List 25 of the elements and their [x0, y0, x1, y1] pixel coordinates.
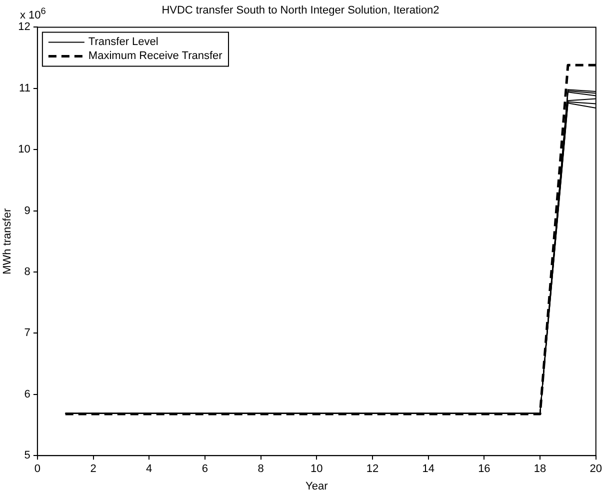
x-tick-label: 12 — [366, 463, 379, 476]
x-tick-label: 20 — [590, 463, 602, 476]
legend-label: Transfer Level — [88, 36, 158, 48]
y-tick-label: 7 — [24, 327, 30, 340]
y-axis-title: MWh transfer — [2, 208, 14, 274]
y-tick-label: 10 — [18, 144, 30, 156]
x-tick-label: 18 — [534, 463, 546, 476]
x-tick-label: 4 — [146, 463, 152, 476]
legend-label: Maximum Receive Transfer — [88, 50, 223, 62]
x-tick-label: 0 — [34, 463, 40, 476]
x-tick-label: 10 — [310, 463, 323, 476]
y-tick-label: 9 — [24, 204, 30, 217]
x-tick-label: 8 — [258, 463, 264, 476]
chart-title: HVDC transfer South to North Integer Solution, Iteration2 — [162, 4, 440, 17]
x-tick-label: 14 — [422, 463, 434, 476]
y-tick-label: 12 — [18, 21, 30, 34]
x-axis-title: Year — [306, 480, 328, 492]
x-tick-label: 6 — [202, 463, 208, 476]
y-tick-label: 5 — [24, 450, 30, 462]
y-tick-label: 11 — [19, 82, 30, 94]
y-tick-label: 6 — [24, 388, 30, 400]
text: x 10$^{6}$ — [20, 6, 46, 22]
x-tick-label: 16 — [478, 463, 490, 476]
x-tick-label: 2 — [90, 463, 96, 476]
y-tick-label: 8 — [24, 266, 30, 278]
